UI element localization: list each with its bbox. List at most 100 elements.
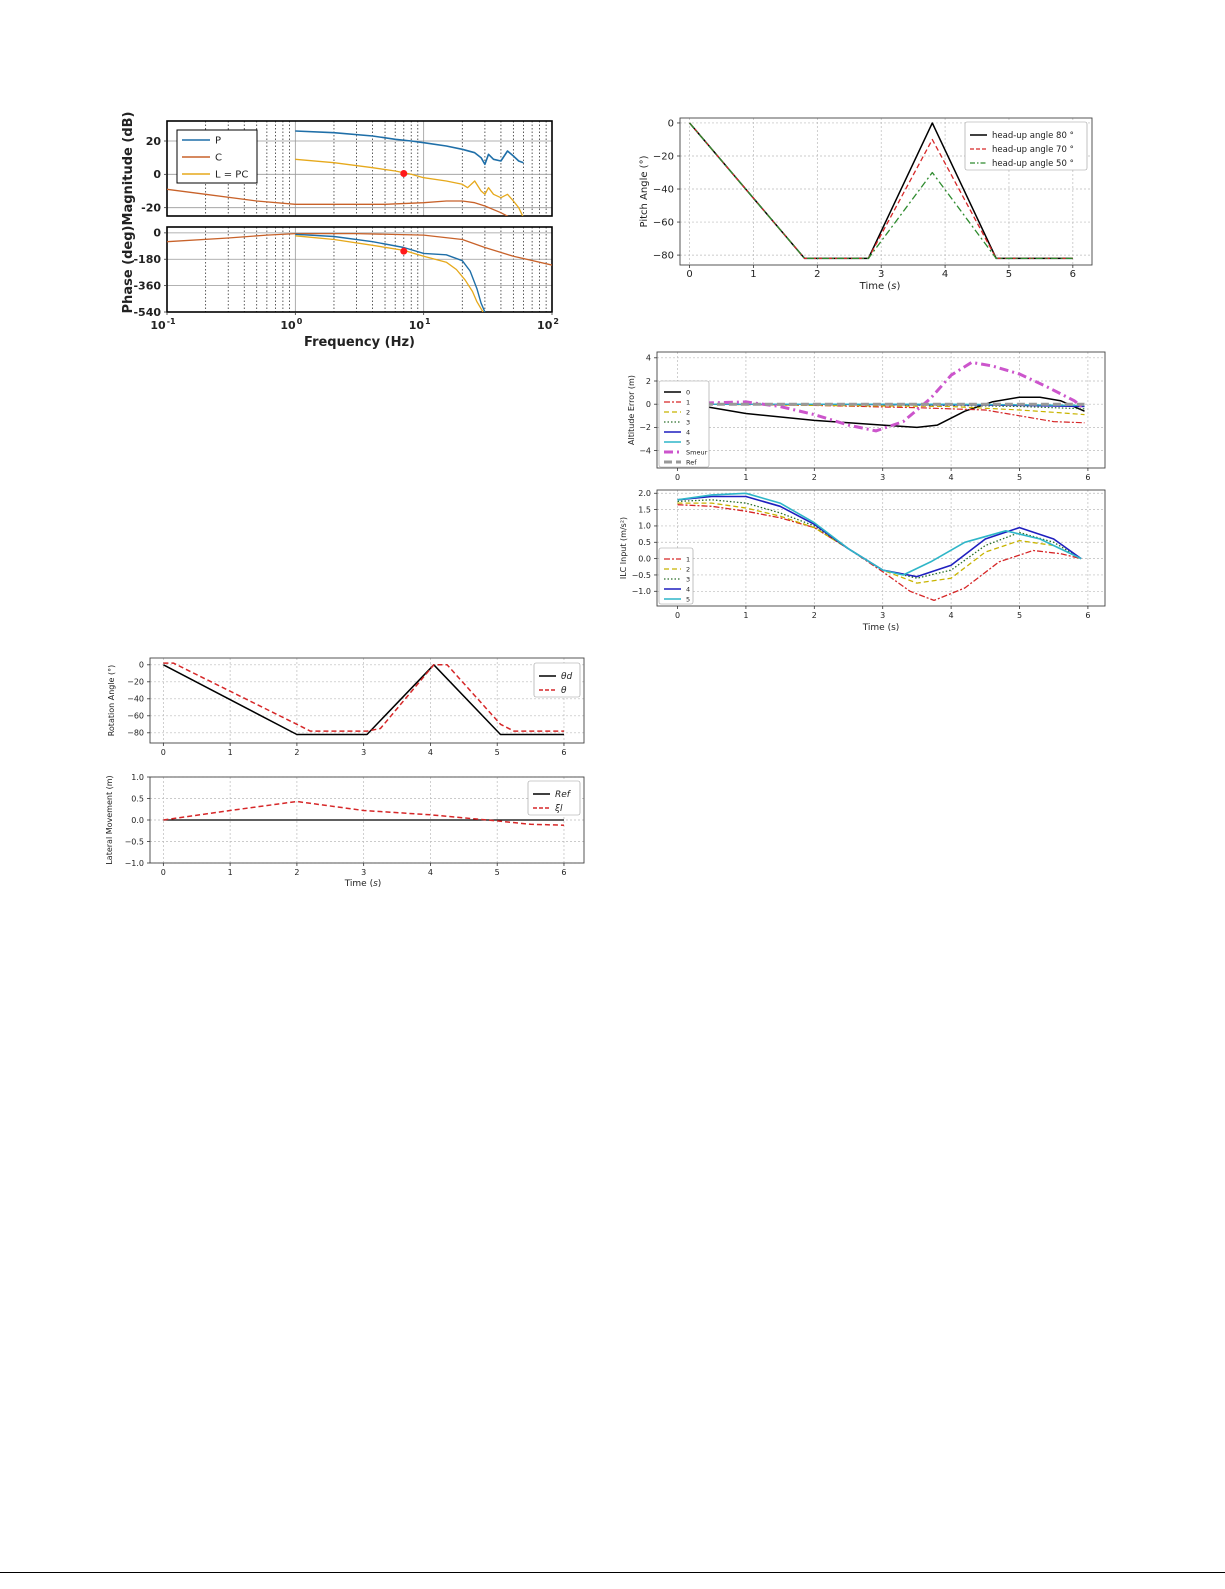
y-tick-label: 0.0 bbox=[131, 816, 144, 825]
series-line-1 bbox=[677, 504, 1082, 602]
legend-label: 2 bbox=[686, 408, 690, 416]
series-line-5 bbox=[677, 492, 1082, 576]
x-tick-exponent: 1 bbox=[425, 317, 431, 326]
x-tick-label: 0 bbox=[675, 611, 680, 620]
x-tick-label: 2 bbox=[814, 269, 820, 280]
x-axis-label: Time (s) bbox=[862, 623, 900, 633]
y-tick-label: -20 bbox=[141, 202, 161, 215]
y-tick-label: 0.5 bbox=[131, 794, 144, 803]
y-tick-label: 2 bbox=[646, 377, 651, 386]
y-tick-label: 0 bbox=[646, 400, 651, 409]
y-tick-label: 4 bbox=[646, 354, 651, 363]
x-tick-exponent: 2 bbox=[553, 317, 559, 326]
legend-label: 1 bbox=[686, 555, 690, 563]
series-line-P bbox=[295, 130, 524, 166]
legend-label: θd bbox=[561, 672, 573, 682]
legend-label: 5 bbox=[686, 595, 690, 603]
crossover-marker bbox=[400, 170, 408, 177]
series-line-2 bbox=[677, 502, 1082, 584]
x-tick-label: 10-1 bbox=[150, 317, 176, 332]
axes-frame bbox=[656, 351, 1106, 469]
x-tick-label: 102 bbox=[537, 317, 559, 332]
series-line-_d bbox=[163, 664, 564, 736]
y-tick-label: −0.5 bbox=[125, 837, 144, 846]
x-tick-label: 6 bbox=[1070, 269, 1076, 280]
legend-box bbox=[527, 780, 581, 816]
y-tick-label: −4 bbox=[639, 446, 651, 455]
x-tick-label: 4 bbox=[428, 748, 433, 757]
axes-frame bbox=[166, 226, 553, 313]
legend-label: Ref bbox=[686, 458, 697, 466]
y-axis-label: Phase (deg) bbox=[121, 226, 136, 314]
y-tick-label: 0 bbox=[153, 168, 161, 181]
x-tick-label: 2 bbox=[294, 868, 299, 877]
x-tick-label: 1 bbox=[743, 611, 748, 620]
ilc-input-chart: 2.0 1.5 1.0 0.5 0.0 −0.5 −1.0 0 1 2 3 4 5 6 ILC Input … bbox=[619, 489, 1106, 633]
series-group bbox=[167, 232, 552, 312]
y-tick-label: −80 bbox=[127, 729, 144, 738]
legend-label: head-up angle 70 ° bbox=[992, 145, 1074, 155]
y-tick-label: 1.0 bbox=[131, 773, 144, 782]
x-tick-exponent: 0 bbox=[297, 317, 303, 326]
y-tick-label: -360 bbox=[133, 279, 161, 292]
y-axis-label: Magnitude (dB) bbox=[121, 112, 136, 226]
series-line-L___PC bbox=[295, 158, 524, 216]
legend-box bbox=[658, 547, 694, 605]
x-tick-label: 5 bbox=[1017, 473, 1022, 482]
y-tick-label: −20 bbox=[127, 678, 144, 687]
x-tick-exponent: -1 bbox=[167, 317, 176, 326]
x-axis-label: Time (s) bbox=[344, 879, 382, 889]
x-axis-unit: s bbox=[373, 879, 378, 889]
y-tick-label: −40 bbox=[653, 185, 674, 196]
legend-label: θ bbox=[561, 686, 567, 696]
y-tick-label: 0 bbox=[153, 227, 161, 240]
y-tick-label: 1.5 bbox=[638, 505, 651, 514]
legend-label: P bbox=[215, 136, 221, 147]
x-tick-label: 1 bbox=[750, 269, 756, 280]
series-line-3 bbox=[677, 499, 1082, 579]
x-tick-label: 1 bbox=[228, 868, 233, 877]
legend-label: Ref bbox=[555, 790, 572, 800]
y-tick-label: 1.0 bbox=[638, 522, 651, 531]
bode-magnitude-chart: 20 0 -20 Magnitude (dB) PC L = PC bbox=[121, 112, 553, 226]
x-tick-label: 5 bbox=[495, 868, 500, 877]
legend-label: head-up angle 80 ° bbox=[992, 131, 1074, 141]
legend-label: 5 bbox=[686, 438, 690, 446]
x-axis-label: Frequency (Hz) bbox=[304, 335, 415, 350]
x-tick-label: 1 bbox=[743, 473, 748, 482]
x-tick-label: 2 bbox=[812, 473, 817, 482]
y-tick-label: −80 bbox=[653, 251, 674, 262]
legend-label: 1 bbox=[686, 398, 690, 406]
x-tick-label: 6 bbox=[1085, 473, 1090, 482]
y-tick-label: −20 bbox=[653, 151, 674, 162]
x-tick-label: 100 bbox=[280, 317, 302, 332]
series-line-P bbox=[295, 233, 486, 312]
y-tick-label: -540 bbox=[133, 306, 161, 319]
legend-label: 3 bbox=[686, 575, 690, 583]
legend-label: C bbox=[215, 153, 222, 164]
x-axis-unit: s bbox=[891, 281, 896, 292]
y-tick-label: −60 bbox=[653, 218, 674, 229]
x-tick-label: 6 bbox=[561, 748, 566, 757]
x-tick-label: 0 bbox=[161, 868, 166, 877]
y-tick-label: −40 bbox=[127, 695, 144, 704]
x-axis-label: Time (s) bbox=[859, 281, 901, 292]
x-tick-label: 4 bbox=[949, 611, 954, 620]
legend-label: 0 bbox=[686, 388, 690, 396]
legend-box bbox=[533, 662, 581, 698]
x-tick-label: 1 bbox=[228, 748, 233, 757]
axes-frame bbox=[149, 657, 585, 744]
legend-label: L = PC bbox=[215, 170, 248, 181]
x-tick-label: 3 bbox=[878, 269, 884, 280]
legend-label: ξl bbox=[554, 804, 563, 814]
x-tick-label: 5 bbox=[1017, 611, 1022, 620]
grid-lines bbox=[657, 490, 1105, 606]
x-tick-label: 3 bbox=[361, 868, 366, 877]
pitch-angle-chart: 0 −20 −40 −60 −80 0 1 2 3 4 5 6 Pitch Angle (°) Time … bbox=[639, 117, 1093, 292]
y-tick-label: 20 bbox=[146, 135, 162, 148]
x-tick-label: 6 bbox=[1085, 611, 1090, 620]
page-bottom-rule bbox=[0, 1572, 1225, 1573]
